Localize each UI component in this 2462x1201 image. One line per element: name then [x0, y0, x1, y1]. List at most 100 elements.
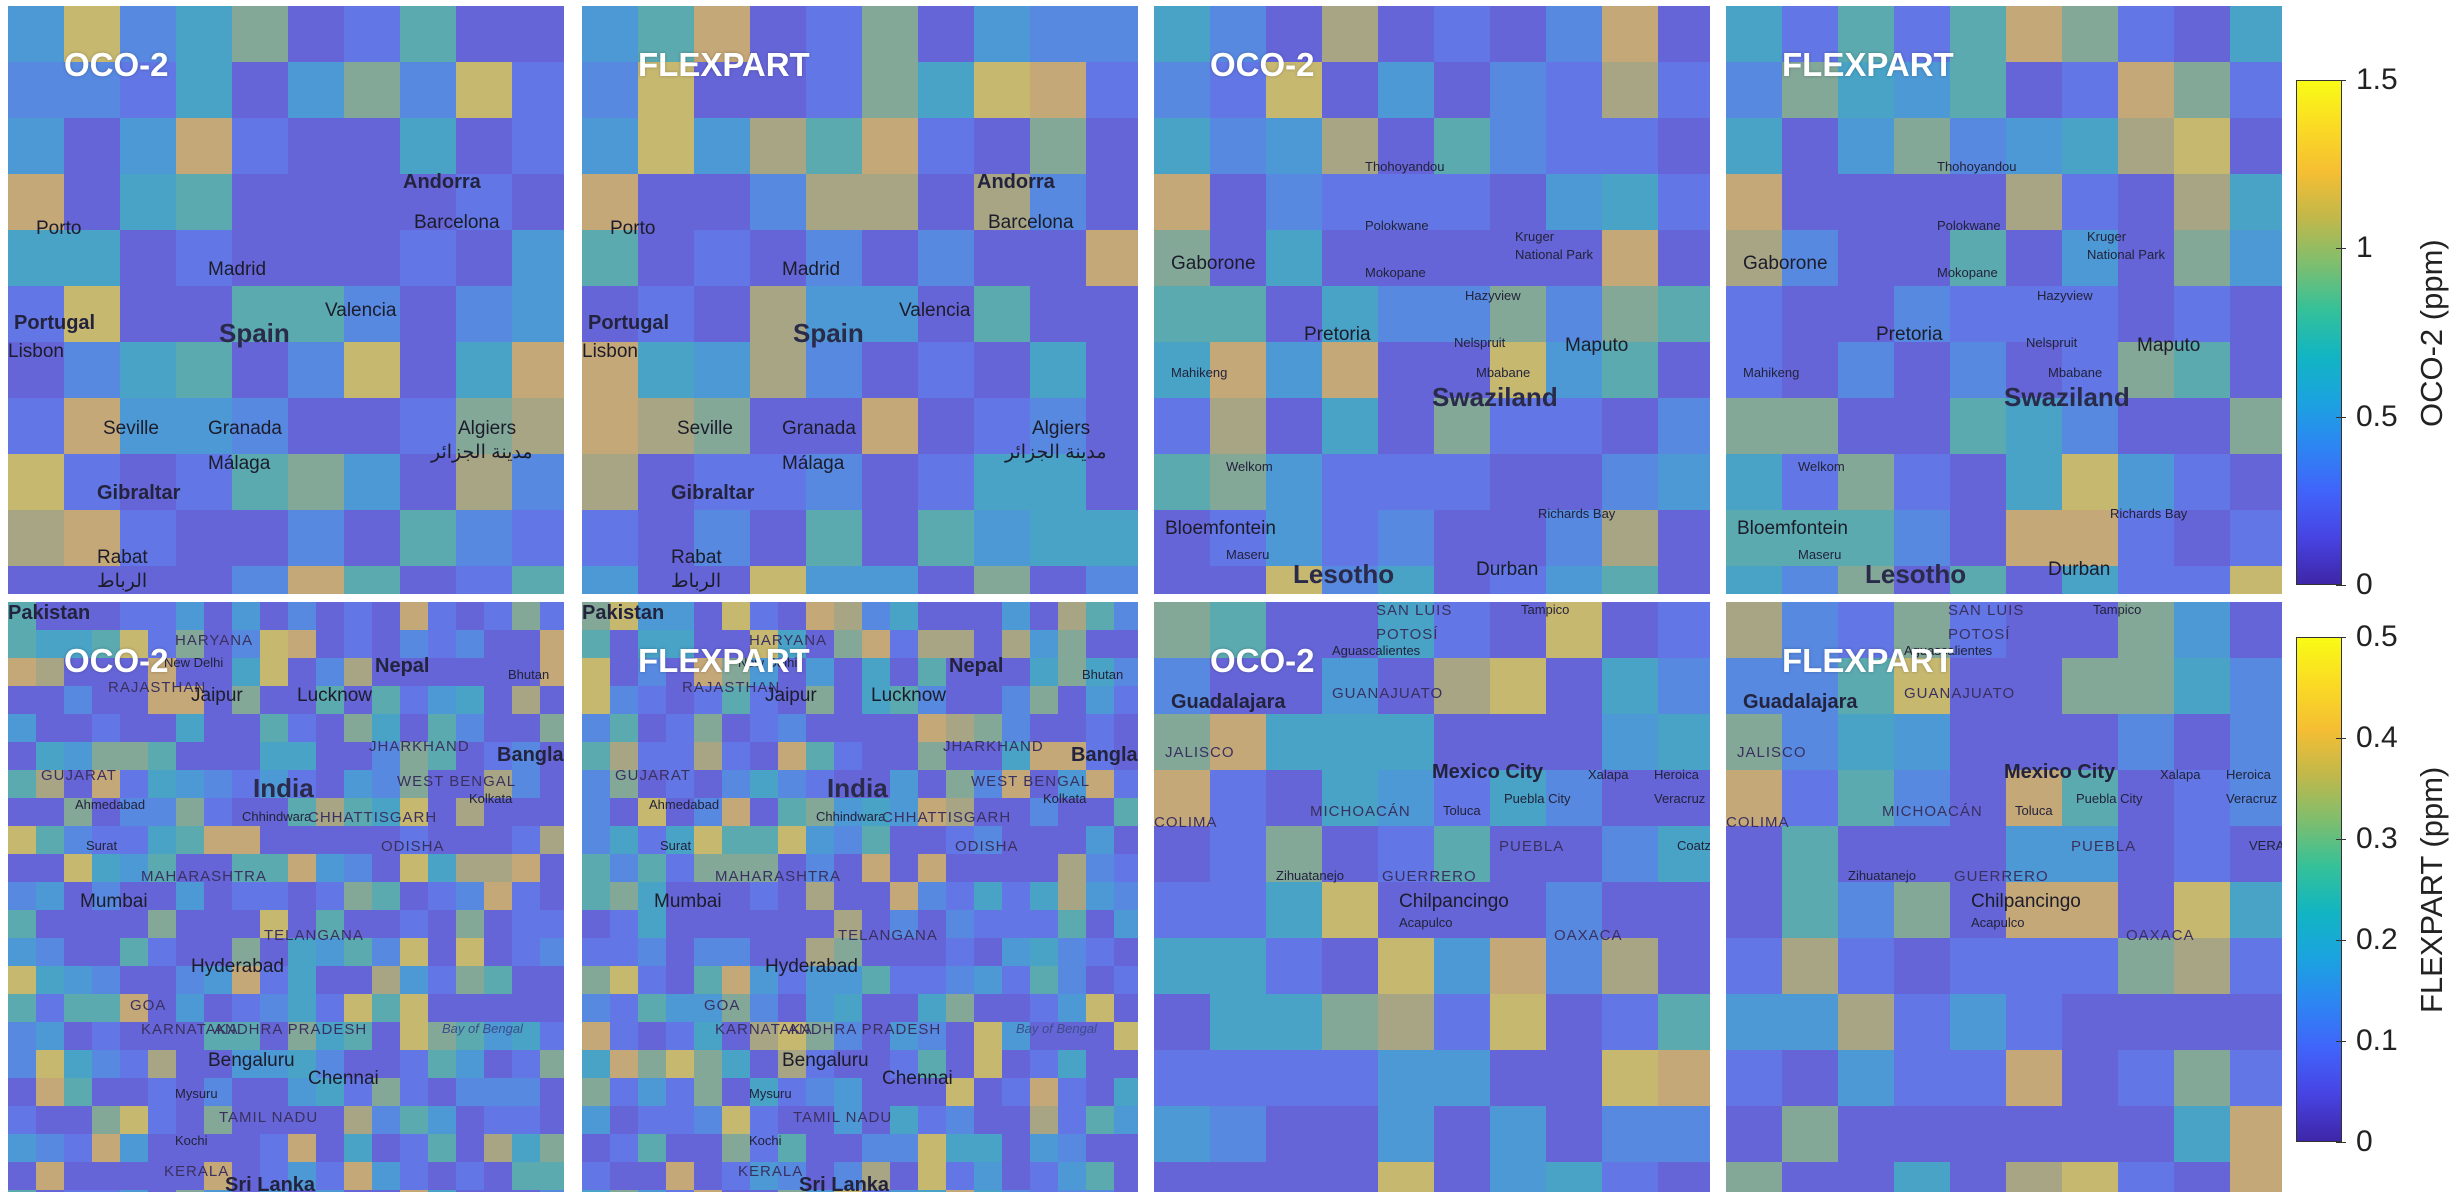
grid-cell — [288, 630, 316, 658]
grid-cell — [1726, 398, 1782, 454]
grid-cell — [1658, 602, 1710, 658]
grid-cell — [64, 1022, 92, 1050]
grid-cell — [2006, 826, 2062, 882]
grid-cell — [806, 118, 862, 174]
grid-cell — [1726, 286, 1782, 342]
grid-cell — [2062, 230, 2118, 286]
concentration-grid — [582, 6, 1138, 594]
map-place-label: Mysuru — [175, 1086, 218, 1101]
grid-cell — [36, 910, 64, 938]
grid-cell — [638, 566, 694, 594]
grid-cell — [148, 826, 176, 854]
grid-cell — [946, 1106, 974, 1134]
grid-cell — [344, 286, 400, 342]
grid-cell — [1546, 342, 1602, 398]
grid-cell — [2062, 1106, 2118, 1162]
grid-cell — [372, 854, 400, 882]
grid-cell — [428, 826, 456, 854]
grid-cell — [204, 742, 232, 770]
grid-cell — [8, 714, 36, 742]
grid-cell — [2230, 286, 2282, 342]
grid-cell — [1002, 630, 1030, 658]
grid-cell — [120, 1190, 148, 1192]
grid-cell — [638, 994, 666, 1022]
grid-cell — [1658, 658, 1710, 714]
grid-cell — [1838, 1106, 1894, 1162]
grid-cell — [1086, 910, 1114, 938]
grid-cell — [666, 826, 694, 854]
map-place-label: Rabat — [97, 547, 148, 568]
grid-cell — [1030, 342, 1086, 398]
grid-cell — [2062, 62, 2118, 118]
grid-cell — [540, 770, 564, 798]
grid-cell — [918, 398, 974, 454]
grid-cell — [148, 602, 176, 630]
grid-cell — [1210, 510, 1266, 566]
grid-cell — [1114, 826, 1138, 854]
grid-cell — [750, 658, 778, 686]
grid-cell — [666, 714, 694, 742]
grid-cell — [456, 398, 512, 454]
map-place-label: Thohoyandou — [1365, 159, 1445, 174]
grid-cell — [92, 714, 120, 742]
grid-cell — [1322, 286, 1378, 342]
map-place-label: Guadalajara — [1743, 691, 1858, 713]
grid-cell — [36, 602, 64, 630]
grid-cell — [1950, 938, 2006, 994]
grid-cell — [344, 510, 400, 566]
grid-cell — [750, 994, 778, 1022]
grid-cell — [1322, 230, 1378, 286]
grid-cell — [260, 602, 288, 630]
grid-cell — [344, 826, 372, 854]
grid-cell — [232, 1190, 260, 1192]
grid-cell — [1658, 286, 1710, 342]
grid-cell — [1546, 398, 1602, 454]
grid-cell — [512, 1106, 540, 1134]
grid-cell — [694, 882, 722, 910]
grid-cell — [890, 770, 918, 798]
grid-cell — [92, 854, 120, 882]
grid-cell — [456, 566, 512, 594]
grid-cell — [232, 1078, 260, 1106]
grid-cell — [806, 994, 834, 1022]
map-place-label: Hyderabad — [765, 956, 858, 977]
grid-cell — [1950, 602, 2006, 658]
grid-cell — [8, 1162, 36, 1190]
grid-cell — [232, 630, 260, 658]
grid-cell — [2006, 230, 2062, 286]
grid-cell — [1434, 174, 1490, 230]
grid-cell — [232, 686, 260, 714]
map-place-label: ODISHA — [381, 838, 445, 855]
grid-cell — [834, 658, 862, 686]
grid-cell — [694, 1050, 722, 1078]
grid-cell — [722, 1050, 750, 1078]
grid-cell — [120, 770, 148, 798]
grid-cell — [1838, 6, 1894, 62]
grid-cell — [1030, 118, 1086, 174]
grid-cell — [148, 1106, 176, 1134]
map-place-label: Bangladesh — [1071, 744, 1138, 766]
grid-cell — [1210, 1162, 1266, 1192]
grid-cell — [1726, 566, 1782, 594]
grid-cell — [1378, 826, 1434, 882]
grid-cell — [512, 1134, 540, 1162]
colorbar-tick-label: 1.5 — [2356, 63, 2398, 96]
map-place-label: PUEBLA — [1499, 838, 1565, 855]
grid-cell — [610, 854, 638, 882]
grid-cell — [512, 342, 564, 398]
grid-cell — [64, 910, 92, 938]
grid-cell — [8, 1106, 36, 1134]
grid-cell — [582, 6, 638, 62]
grid-cell — [2174, 714, 2230, 770]
grid-cell — [890, 658, 918, 686]
grid-cell — [92, 658, 120, 686]
grid-cell — [1546, 938, 1602, 994]
grid-cell — [260, 1106, 288, 1134]
grid-cell — [2230, 398, 2282, 454]
grid-cell — [2006, 1050, 2062, 1106]
grid-cell — [1894, 566, 1950, 594]
grid-cell — [2174, 454, 2230, 510]
grid-cell — [372, 658, 400, 686]
grid-cell — [834, 1190, 862, 1192]
grid-cell — [1490, 6, 1546, 62]
